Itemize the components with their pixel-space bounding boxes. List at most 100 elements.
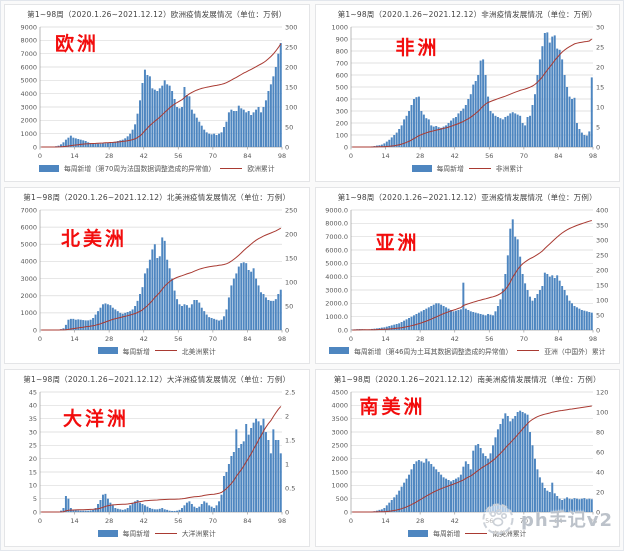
svg-text:1000: 1000 bbox=[20, 309, 37, 317]
svg-text:7000.0: 7000.0 bbox=[325, 233, 348, 241]
chart-title: 第1~98周（2020.1.26~2021.12.12）南美洲疫情发展情况（单位… bbox=[333, 375, 601, 385]
plot-area: 0 5 10 15 20 25 30 35 40 45 0 0.5 1 1.5 2 2.5 0 14 28 42 56 7… bbox=[5, 386, 309, 526]
continent-label: 非洲 bbox=[395, 37, 440, 59]
svg-text:150: 150 bbox=[285, 254, 297, 262]
svg-text:300: 300 bbox=[596, 236, 608, 244]
svg-text:2: 2 bbox=[285, 413, 289, 421]
chart-panel-africa: 第1~98周（2020.1.26~2021.12.12）非洲疫情发展情况（单位：… bbox=[314, 4, 620, 182]
line-series-swatch bbox=[468, 167, 491, 169]
svg-text:200: 200 bbox=[285, 63, 297, 71]
svg-text:900: 900 bbox=[335, 35, 347, 43]
svg-text:100: 100 bbox=[596, 409, 608, 417]
svg-text:200: 200 bbox=[596, 266, 608, 274]
svg-text:0: 0 bbox=[348, 335, 352, 343]
svg-text:6000: 6000 bbox=[20, 63, 37, 71]
svg-text:15: 15 bbox=[596, 83, 604, 91]
svg-text:5: 5 bbox=[33, 495, 37, 503]
svg-text:98: 98 bbox=[278, 152, 286, 160]
svg-text:28: 28 bbox=[105, 517, 113, 525]
svg-text:84: 84 bbox=[554, 335, 562, 343]
plot-area: 0.0 1000.0 2000.0 3000.0 4000.0 5000.0 6000.0 7… bbox=[316, 204, 620, 344]
europe-combo-chart: 0100020003000400050006000700080009000050… bbox=[20, 23, 297, 160]
svg-text:10: 10 bbox=[596, 103, 604, 111]
svg-text:56: 56 bbox=[485, 517, 493, 525]
bar-series-label: 每周新增（第70周为法国数据调整造成的异常值） bbox=[63, 165, 216, 173]
svg-text:2000: 2000 bbox=[331, 455, 348, 463]
svg-text:45: 45 bbox=[29, 389, 37, 397]
chart-panel-north-america: 第1~98周（2020.1.26~2021.12.12）北美洲疫情发展情况（单位… bbox=[4, 186, 310, 365]
svg-text:350: 350 bbox=[596, 221, 608, 229]
svg-text:42: 42 bbox=[450, 517, 458, 525]
svg-text:98: 98 bbox=[278, 517, 286, 525]
bar-series-swatch bbox=[97, 347, 118, 355]
chart-legend: 每周新增 北美洲累计 bbox=[5, 344, 309, 358]
svg-text:0: 0 bbox=[596, 143, 600, 151]
svg-text:250: 250 bbox=[596, 251, 608, 259]
svg-text:84: 84 bbox=[243, 335, 251, 343]
svg-text:100: 100 bbox=[335, 131, 347, 139]
line-series-label: 大洋洲累计 bbox=[181, 530, 216, 539]
svg-text:84: 84 bbox=[243, 152, 251, 160]
svg-text:7000: 7000 bbox=[20, 206, 37, 214]
svg-text:5000: 5000 bbox=[20, 77, 37, 85]
svg-text:10: 10 bbox=[29, 482, 37, 490]
svg-text:20: 20 bbox=[596, 489, 604, 497]
svg-text:42: 42 bbox=[450, 152, 458, 160]
svg-text:1000: 1000 bbox=[331, 23, 348, 31]
svg-text:42: 42 bbox=[140, 517, 148, 525]
svg-text:0: 0 bbox=[33, 143, 37, 151]
svg-text:0: 0 bbox=[33, 326, 37, 334]
line-series-label: 非洲累计 bbox=[495, 165, 523, 173]
svg-text:0: 0 bbox=[285, 143, 289, 151]
oceania-combo-chart: 0 5 10 15 20 25 30 35 40 45 0 0.5 1 1.5 2 2.5 0 14 28 42 56 7… bbox=[29, 389, 296, 526]
svg-text:50: 50 bbox=[285, 302, 293, 310]
svg-text:8000.0: 8000.0 bbox=[325, 219, 348, 227]
svg-text:6000: 6000 bbox=[20, 223, 37, 231]
plot-area: 0 500 1000 1500 2000 2500 3000 3500 4000 4500 0 20 4… bbox=[316, 386, 620, 526]
svg-text:4000: 4000 bbox=[20, 257, 37, 265]
svg-text:14: 14 bbox=[70, 152, 78, 160]
svg-text:300: 300 bbox=[285, 23, 297, 31]
continent-label: 欧洲 bbox=[55, 33, 100, 55]
chart-legend: 每周新增（第70周为法国数据调整造成的异常值） 欧洲累计 bbox=[5, 161, 309, 175]
svg-text:84: 84 bbox=[243, 517, 251, 525]
svg-text:28: 28 bbox=[416, 152, 424, 160]
svg-text:14: 14 bbox=[381, 517, 389, 525]
asia-combo-chart: 0.0 1000.0 2000.0 3000.0 4000.0 5000.0 6000.0 7… bbox=[325, 206, 608, 343]
svg-text:0.0: 0.0 bbox=[337, 326, 347, 334]
chart-title: 第1~98周（2020.1.26~2021.12.12）北美洲疫情发展情况（单位… bbox=[23, 192, 291, 202]
line-series-label: 欧洲累计 bbox=[247, 165, 275, 173]
bar-series-label: 每周新增 bbox=[122, 530, 150, 539]
svg-text:56: 56 bbox=[174, 335, 182, 343]
bar-series-swatch bbox=[38, 164, 59, 172]
svg-text:4500: 4500 bbox=[331, 389, 348, 397]
chart-title: 第1~98周（2020.1.26~2021.12.12）大洋洲疫情发展情况（单位… bbox=[23, 375, 291, 385]
svg-text:1000: 1000 bbox=[20, 130, 37, 138]
svg-text:9000: 9000 bbox=[20, 23, 37, 31]
svg-text:30: 30 bbox=[29, 429, 37, 437]
svg-text:84: 84 bbox=[554, 152, 562, 160]
line-series-swatch bbox=[465, 532, 488, 534]
svg-text:4000.0: 4000.0 bbox=[325, 273, 348, 281]
svg-text:0: 0 bbox=[343, 509, 347, 517]
svg-text:35: 35 bbox=[29, 415, 37, 423]
svg-text:1.5: 1.5 bbox=[285, 437, 295, 445]
svg-text:3000: 3000 bbox=[20, 103, 37, 111]
svg-text:3000: 3000 bbox=[331, 429, 348, 437]
svg-text:8000: 8000 bbox=[20, 37, 37, 45]
svg-text:0: 0 bbox=[348, 152, 352, 160]
svg-text:4000: 4000 bbox=[331, 402, 348, 410]
svg-text:0: 0 bbox=[348, 517, 352, 525]
svg-text:56: 56 bbox=[485, 335, 493, 343]
svg-text:400: 400 bbox=[596, 206, 608, 214]
svg-text:300: 300 bbox=[335, 107, 347, 115]
svg-text:40: 40 bbox=[29, 402, 37, 410]
svg-text:2000.0: 2000.0 bbox=[325, 299, 348, 307]
svg-text:600: 600 bbox=[335, 71, 347, 79]
svg-text:0: 0 bbox=[38, 335, 42, 343]
svg-text:20: 20 bbox=[596, 63, 604, 71]
svg-text:500: 500 bbox=[335, 83, 347, 91]
continent-label: 南美洲 bbox=[359, 396, 426, 419]
svg-text:14: 14 bbox=[381, 152, 389, 160]
svg-text:250: 250 bbox=[285, 43, 297, 51]
